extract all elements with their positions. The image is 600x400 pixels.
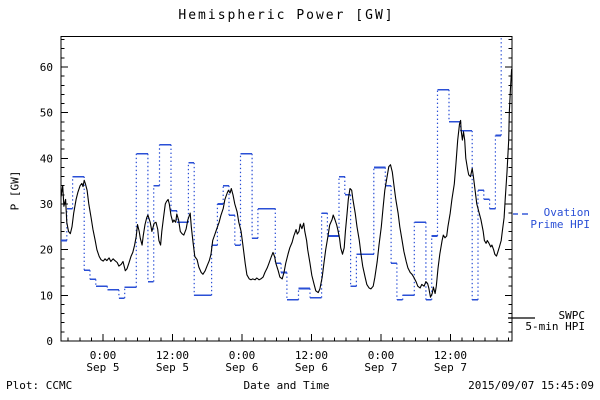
svg-text:12:00: 12:00 [434,349,467,362]
svg-text:Sep 5: Sep 5 [156,361,189,374]
svg-text:Sep 6: Sep 6 [295,361,328,374]
legend-ovation: Ovation Prime HPI [508,207,590,231]
svg-text:0:00: 0:00 [368,349,395,362]
svg-text:20: 20 [40,244,53,257]
svg-text:40: 40 [40,152,53,165]
svg-text:0:00: 0:00 [90,349,117,362]
footer-timestamp: 2015/09/07 15:45:09 [468,379,594,392]
chart-title: Hemispheric Power [GW] [178,8,395,23]
y-axis-label: P [GW] [8,170,22,211]
footer-plot-source: Plot: CCMC [6,379,73,392]
legend-swpc-line2: 5-min HPI [525,320,585,333]
svg-text:Sep 5: Sep 5 [86,361,119,374]
svg-text:0: 0 [46,335,53,348]
legend-ovation-line2: Prime HPI [530,218,590,231]
svg-text:12:00: 12:00 [156,349,189,362]
svg-text:Sep 6: Sep 6 [225,361,258,374]
svg-text:60: 60 [40,61,53,74]
x-axis-label: Date and Time [243,379,330,392]
svg-text:50: 50 [40,107,53,120]
legend-swpc: SWPC 5-min HPI [508,310,585,332]
svg-text:12:00: 12:00 [295,349,328,362]
svg-text:Sep 7: Sep 7 [434,361,467,374]
legend-ovation-line1: Ovation [543,206,590,219]
svg-text:10: 10 [40,289,53,302]
svg-text:30: 30 [40,198,53,211]
svg-text:0:00: 0:00 [229,349,256,362]
legend-swpc-line1: SWPC [558,309,586,322]
svg-text:Sep 7: Sep 7 [364,361,397,374]
